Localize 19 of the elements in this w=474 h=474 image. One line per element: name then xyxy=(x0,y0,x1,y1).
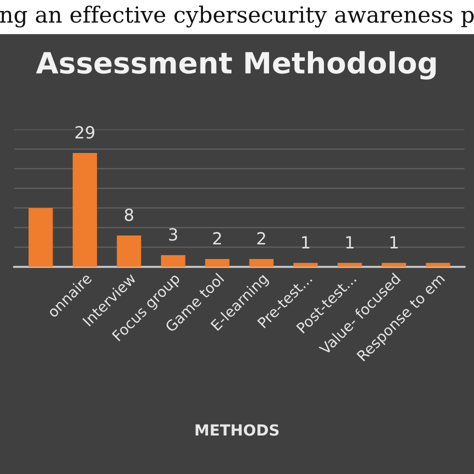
bar xyxy=(382,262,406,267)
bar xyxy=(205,259,230,267)
data-label: 3 xyxy=(169,228,178,241)
bar xyxy=(116,235,142,267)
data-label: 29 xyxy=(75,126,94,139)
data-label: 8 xyxy=(124,208,134,222)
data-label: 1 xyxy=(390,236,398,248)
bar xyxy=(249,259,274,267)
data-label: 2 xyxy=(213,232,221,244)
data-label: 1 xyxy=(302,236,310,248)
chart-title: Assessment Methodolog xyxy=(36,51,436,80)
bar xyxy=(28,208,53,267)
data-label: 2 xyxy=(257,232,266,244)
bar xyxy=(338,262,362,267)
x-axis-title: METHODS xyxy=(196,424,279,436)
text: ng an effective cybersecurity awareness p xyxy=(0,6,474,28)
bar xyxy=(72,152,97,267)
data-label: 1 xyxy=(346,236,354,248)
bar xyxy=(161,255,186,267)
